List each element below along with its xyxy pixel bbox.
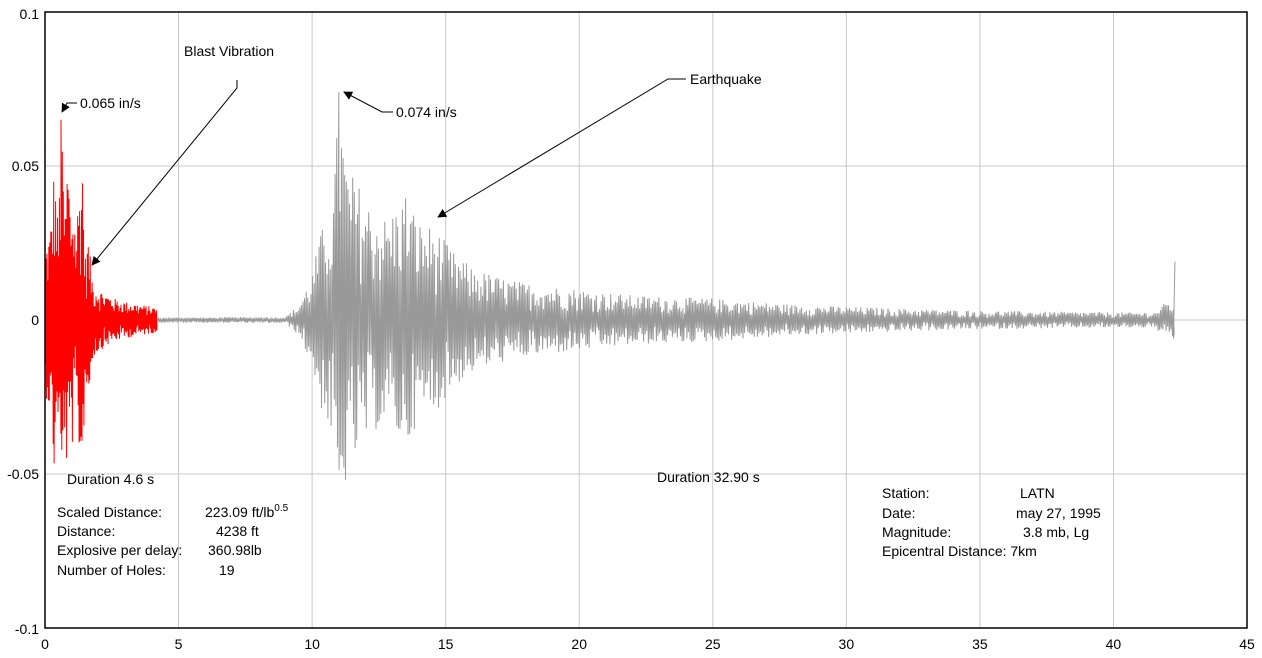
arrow-blast-vibration	[91, 80, 238, 266]
station-label: Station:	[882, 485, 929, 501]
x-tick-label: 15	[438, 636, 454, 652]
epicentral-distance: Epicentral Distance: 7km	[882, 543, 1037, 559]
annotation-peak-quake: 0.074 in/s	[396, 104, 457, 120]
magnitude-label: Magnitude:	[882, 524, 951, 540]
magnitude-value: 3.8 mb, Lg	[1023, 524, 1089, 540]
y-tick-label: 0.1	[20, 6, 40, 22]
y-tick-label: 0	[31, 312, 39, 328]
x-tick-label: 30	[839, 636, 855, 652]
blast-info-block: Scaled Distance: 223.09 ft/lb0.5 Distanc…	[57, 503, 289, 578]
y-tick-label: -0.1	[15, 621, 39, 637]
date-label: Date:	[882, 505, 915, 521]
plot-frame	[44, 11, 1248, 629]
x-tick-label: 35	[972, 636, 988, 652]
x-tick-label: 25	[705, 636, 721, 652]
x-tick-label: 45	[1239, 636, 1255, 652]
date-value: may 27, 1995	[1016, 505, 1101, 521]
y-tick-label: -0.05	[7, 466, 39, 482]
distance-value: 4238 ft	[216, 523, 259, 539]
annotation-earthquake: Earthquake	[690, 71, 762, 87]
annotation-peak-blast: 0.065 in/s	[80, 95, 141, 111]
series-layer	[44, 92, 1176, 480]
scaled-distance-number: 223.09 ft/lb	[205, 504, 274, 520]
scaled-distance-value: 223.09 ft/lb0.5	[205, 503, 289, 520]
series-blast-line	[44, 119, 158, 464]
x-tick-label: 5	[175, 636, 183, 652]
distance-label: Distance:	[57, 523, 115, 539]
scaled-distance-exponent: 0.5	[274, 503, 288, 514]
x-tick-label: 10	[304, 636, 320, 652]
scaled-distance-label: Scaled Distance:	[57, 504, 162, 520]
arrow-peak-blast	[61, 102, 77, 113]
x-tick-label: 0	[41, 636, 49, 652]
holes-value: 19	[219, 562, 235, 578]
x-tick-label: 20	[571, 636, 587, 652]
arrow-peak-quake	[343, 91, 393, 113]
annotation-duration-blast: Duration 4.6 s	[67, 471, 154, 487]
annotation-arrows	[61, 78, 686, 266]
series-earthquake-line	[156, 92, 1176, 480]
station-value: LATN	[1020, 485, 1055, 501]
annotation-duration-quake: Duration 32.90 s	[657, 469, 760, 485]
annotation-blast-vibration: Blast Vibration	[184, 43, 274, 59]
axis-ticks: 0 5 10 15 20 25 30 35 40 45 0.1 0.05 0 -0.05 -0.1	[7, 6, 1255, 652]
explosive-label: Explosive per delay:	[57, 542, 182, 558]
explosive-value: 360.98lb	[208, 542, 262, 558]
quake-info-block: Station: LATN Date: may 27, 1995 Magnitu…	[882, 485, 1101, 559]
y-tick-label: 0.05	[12, 158, 39, 174]
x-tick-label: 40	[1106, 636, 1122, 652]
arrow-earthquake	[437, 78, 686, 218]
holes-label: Number of Holes:	[57, 562, 166, 578]
